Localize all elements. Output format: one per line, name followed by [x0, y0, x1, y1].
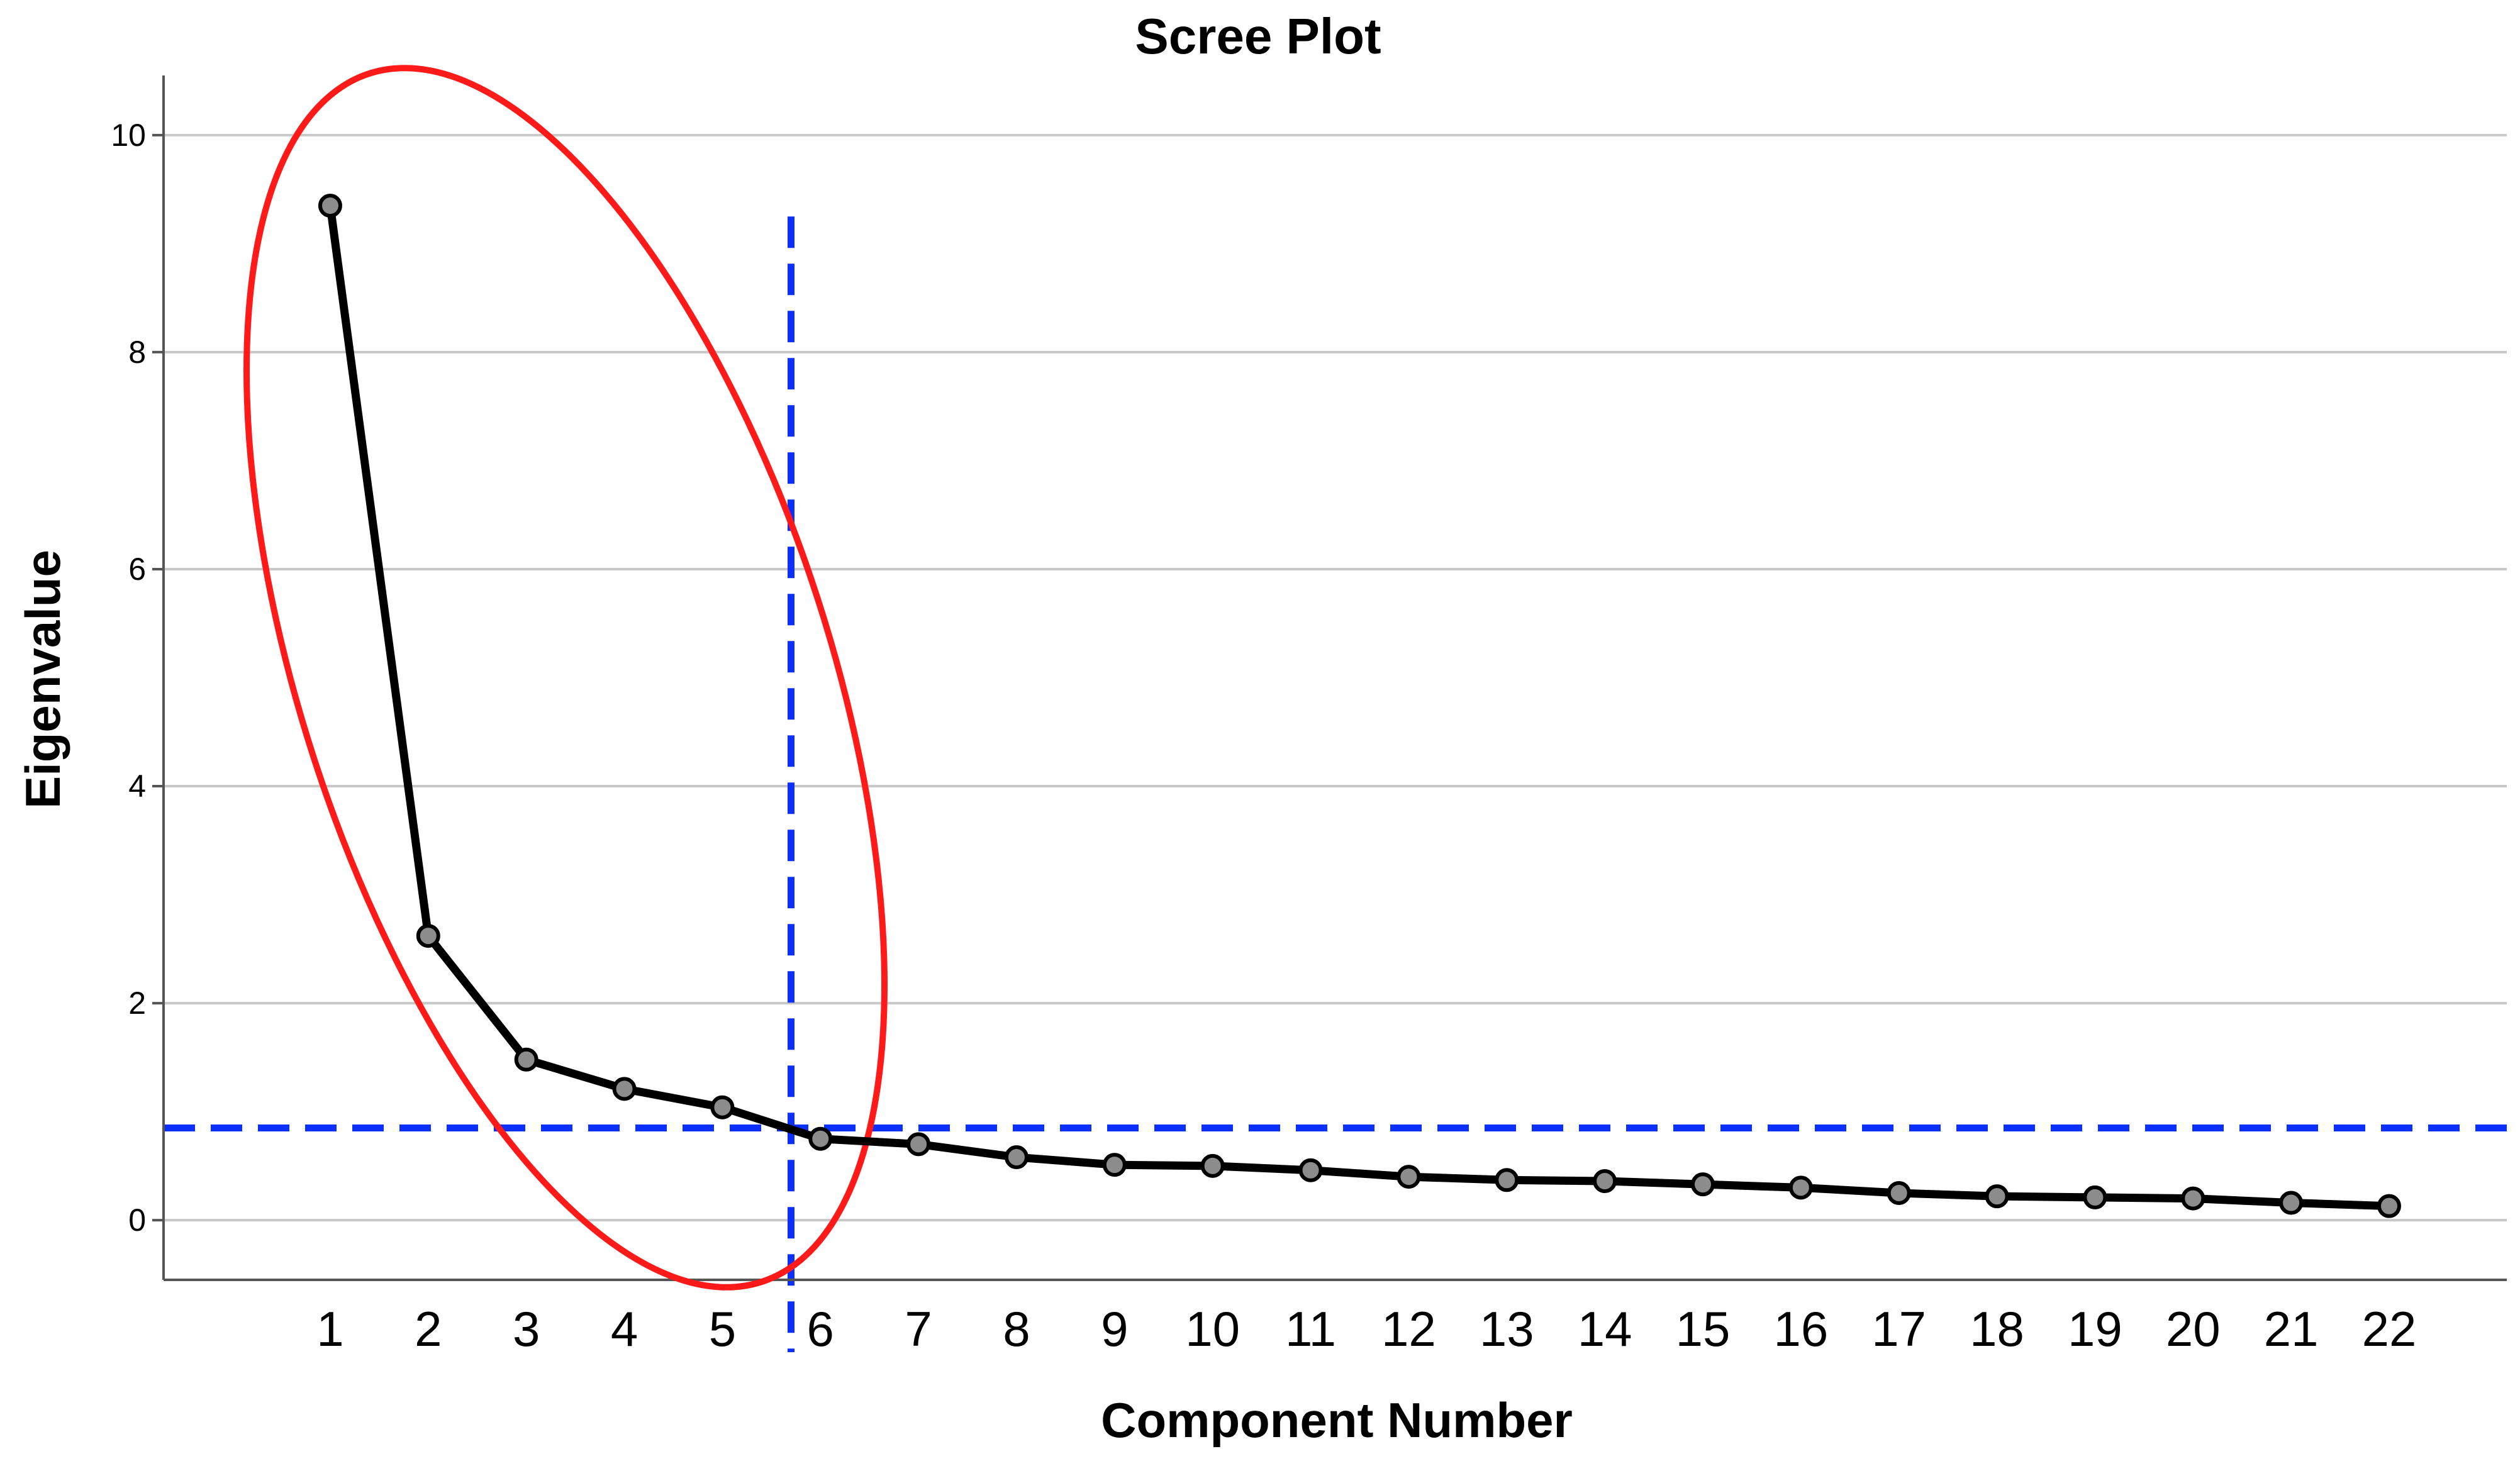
- annotation-ellipse: [243, 65, 888, 1291]
- x-tick-label-16: 16: [1773, 1301, 1828, 1357]
- x-tick-label-2: 2: [415, 1301, 442, 1357]
- y-tick-label-2: 2: [128, 986, 146, 1021]
- x-tick-label-13: 13: [1480, 1301, 1534, 1357]
- y-tick-label-4: 4: [128, 769, 146, 804]
- y-tick-label-6: 6: [128, 552, 146, 587]
- data-point-6: [808, 1126, 833, 1151]
- x-tick-label-5: 5: [709, 1301, 736, 1357]
- data-point-5: [710, 1095, 735, 1119]
- data-point-8: [1004, 1145, 1029, 1170]
- series-line: [326, 201, 2394, 1211]
- x-axis-label: Component Number: [1101, 1392, 1573, 1448]
- x-tick-label-21: 21: [2264, 1301, 2319, 1357]
- reference-lines: [164, 216, 2507, 1352]
- x-tick-label-6: 6: [807, 1301, 834, 1357]
- x-tick-label-19: 19: [2068, 1301, 2122, 1357]
- data-point-18: [1985, 1184, 2009, 1209]
- axes: [152, 75, 2507, 1281]
- x-tick-label-15: 15: [1676, 1301, 1731, 1357]
- data-point-21: [2279, 1191, 2304, 1215]
- data-point-17: [1887, 1180, 1911, 1205]
- data-point-14: [1593, 1169, 1617, 1194]
- data-point-9: [1102, 1153, 1127, 1177]
- x-tick-label-14: 14: [1578, 1301, 1632, 1357]
- data-point-2: [416, 924, 440, 948]
- y-tick-label-0: 0: [128, 1202, 146, 1238]
- y-axis-label: Eigenvalue: [15, 550, 70, 809]
- annotation-ellipse-layer: [243, 65, 888, 1291]
- data-point-1: [318, 194, 342, 218]
- data-point-4: [612, 1077, 637, 1101]
- x-tick-labels: 1 2 3 4 5 6 7 8 9 10 11 12 13 14 15 16 17 18 19 20 21 22: [316, 1301, 2416, 1357]
- data-point-15: [1690, 1172, 1715, 1197]
- y-tick-labels: 0 2 4 6 8 10: [111, 118, 146, 1238]
- x-tick-label-1: 1: [316, 1301, 343, 1357]
- x-tick-label-7: 7: [905, 1301, 932, 1357]
- data-point-10: [1200, 1153, 1225, 1178]
- data-point-19: [2083, 1185, 2107, 1209]
- data-point-20: [2181, 1186, 2205, 1211]
- x-tick-label-8: 8: [1003, 1301, 1030, 1357]
- series-layer: [318, 194, 2401, 1218]
- x-tick-label-22: 22: [2362, 1301, 2417, 1357]
- data-point-16: [1788, 1175, 1813, 1200]
- x-tick-label-4: 4: [611, 1301, 638, 1357]
- x-tick-label-3: 3: [513, 1301, 540, 1357]
- data-point-3: [514, 1047, 538, 1072]
- y-tick-label-10: 10: [111, 118, 146, 153]
- data-point-13: [1495, 1168, 1519, 1192]
- x-tick-label-12: 12: [1381, 1301, 1436, 1357]
- data-point-12: [1397, 1165, 1421, 1189]
- x-tick-label-17: 17: [1871, 1301, 1926, 1357]
- x-tick-label-18: 18: [1970, 1301, 2024, 1357]
- data-point-22: [2377, 1194, 2401, 1218]
- x-tick-label-10: 10: [1185, 1301, 1240, 1357]
- chart-title: Scree Plot: [1135, 8, 1381, 64]
- x-tick-label-9: 9: [1101, 1301, 1128, 1357]
- y-tick-label-8: 8: [128, 335, 146, 370]
- grid-lines: [164, 133, 2507, 1222]
- data-point-7: [906, 1132, 931, 1157]
- data-point-11: [1298, 1158, 1323, 1182]
- x-tick-label-11: 11: [1285, 1301, 1336, 1357]
- x-tick-label-20: 20: [2166, 1301, 2221, 1357]
